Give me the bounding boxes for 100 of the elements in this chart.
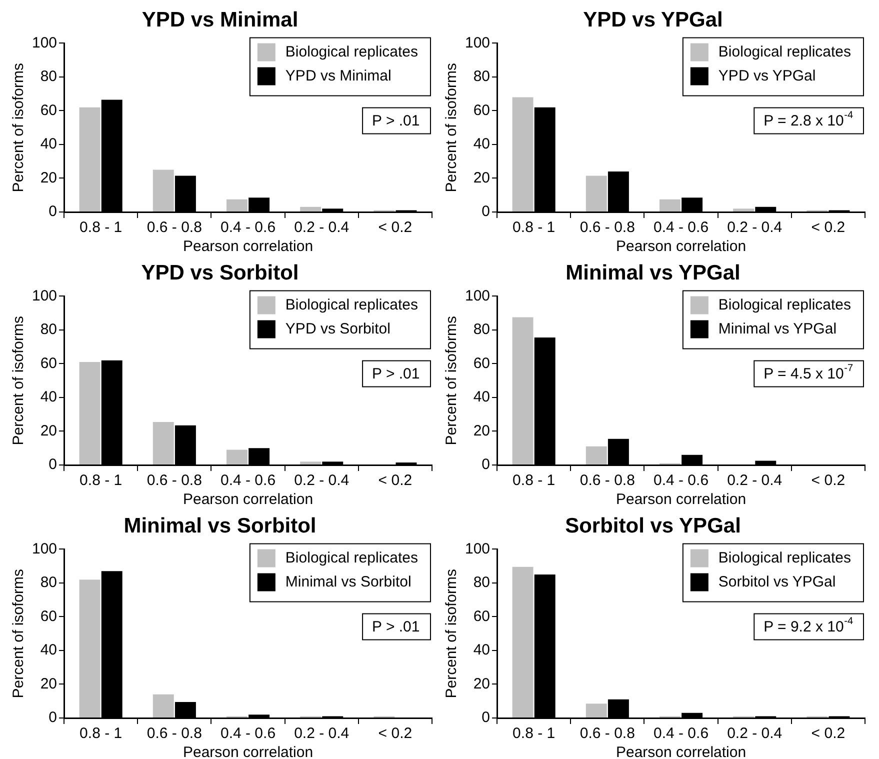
y-tick-label: 60 xyxy=(473,354,490,372)
y-tick-label: 60 xyxy=(473,608,490,625)
y-tick-label: 0 xyxy=(482,203,490,220)
y-tick-label: 40 xyxy=(40,642,58,659)
bar xyxy=(512,566,534,718)
x-axis-title: Pearson correlation xyxy=(182,744,314,759)
y-tick-label: 0 xyxy=(482,709,490,726)
x-axis-title: Pearson correlation xyxy=(182,238,314,256)
y-tick-label: 0 xyxy=(48,709,58,726)
y-tick-label: 60 xyxy=(473,102,490,119)
y-tick-label: 80 xyxy=(40,68,58,86)
y-tick-label: 100 xyxy=(464,34,490,52)
x-tick-label: < 0.2 xyxy=(811,725,846,742)
x-tick-label: 0.6 - 0.8 xyxy=(580,725,635,742)
y-tick-label: 20 xyxy=(473,169,490,186)
legend-label: Biological replicates xyxy=(718,549,852,566)
y-tick-label: 100 xyxy=(464,540,490,558)
x-axis-title: Pearson correlation xyxy=(616,238,746,256)
legend-label: Minimal vs YPGal xyxy=(718,320,837,338)
x-tick-label: 0.8 - 1 xyxy=(80,725,122,742)
annotation: P > .01 xyxy=(372,618,420,636)
x-tick-label: 0.6 - 0.8 xyxy=(146,725,202,742)
x-tick-label: < 0.2 xyxy=(811,219,846,236)
x-tick-label: 0.8 - 1 xyxy=(512,725,556,742)
x-tick-label: < 0.2 xyxy=(378,472,412,490)
bar xyxy=(586,704,607,718)
x-tick-label: 0.8 - 1 xyxy=(512,472,556,490)
legend-label: Sorbitol vs YPGal xyxy=(718,573,836,590)
annotation: P > .01 xyxy=(372,365,420,382)
x-tick-label: 0.6 - 0.8 xyxy=(146,219,202,236)
bar xyxy=(512,97,534,212)
x-tick-label: 0.2 - 0.4 xyxy=(727,472,782,490)
bar xyxy=(79,580,100,718)
x-tick-label: 0.2 - 0.4 xyxy=(294,219,350,236)
y-tick-label: 20 xyxy=(40,422,58,440)
bar xyxy=(300,206,322,212)
bar xyxy=(152,694,174,718)
legend-label: Minimal vs Sorbitol xyxy=(285,573,412,590)
y-tick-label: 60 xyxy=(40,608,58,625)
bar xyxy=(79,107,100,212)
y-tick-label: 60 xyxy=(40,354,58,372)
y-tick-label: 100 xyxy=(32,287,58,304)
x-tick-label: 0.4 - 0.6 xyxy=(653,725,709,742)
y-axis-title: Percent of isoforms xyxy=(10,568,28,698)
bar xyxy=(226,199,248,212)
y-tick-label: 100 xyxy=(464,287,490,304)
x-tick-label: < 0.2 xyxy=(378,725,412,742)
y-tick-label: 0 xyxy=(48,203,58,220)
x-tick-label: 0.4 - 0.6 xyxy=(653,219,709,236)
x-tick-label: 0.6 - 0.8 xyxy=(146,472,202,490)
chart-title: YPD vs Minimal xyxy=(142,8,298,32)
bar xyxy=(300,462,322,464)
annotation: P > .01 xyxy=(372,112,420,130)
legend-label: Biological replicates xyxy=(285,296,418,314)
x-axis-title: Pearson correlation xyxy=(616,491,746,508)
y-tick-label: 80 xyxy=(473,574,490,592)
y-tick-label: 80 xyxy=(473,321,490,338)
y-axis-title: Percent of isoforms xyxy=(443,316,460,446)
y-tick-label: 20 xyxy=(40,675,58,692)
y-axis-title: Percent of isoforms xyxy=(443,62,460,192)
bar xyxy=(586,176,607,212)
chart-title: YPD vs YPGal xyxy=(583,8,723,32)
y-tick-label: 80 xyxy=(40,574,58,592)
x-tick-label: 0.2 - 0.4 xyxy=(727,725,782,742)
y-tick-label: 80 xyxy=(40,321,58,338)
bar xyxy=(226,450,248,464)
x-tick-label: 0.6 - 0.8 xyxy=(580,472,635,490)
y-tick-label: 40 xyxy=(473,136,490,153)
x-tick-label: 0.4 - 0.6 xyxy=(653,472,709,490)
y-tick-label: 0 xyxy=(48,456,58,474)
legend-label: Biological replicates xyxy=(285,43,418,60)
y-tick-label: 40 xyxy=(40,136,58,153)
legend-label: Biological replicates xyxy=(718,43,852,60)
chart-title: Sorbitol vs YPGal xyxy=(565,514,741,538)
x-tick-label: 0.2 - 0.4 xyxy=(727,219,782,236)
x-tick-label: < 0.2 xyxy=(811,472,846,490)
x-tick-label: 0.4 - 0.6 xyxy=(220,219,276,236)
x-tick-label: 0.6 - 0.8 xyxy=(580,219,635,236)
y-tick-label: 60 xyxy=(40,102,58,119)
chart-title: Minimal vs Sorbitol xyxy=(124,514,316,538)
x-tick-label: < 0.2 xyxy=(378,219,412,236)
y-tick-label: 20 xyxy=(473,422,490,440)
bar xyxy=(152,422,174,464)
legend-label: YPD vs YPGal xyxy=(718,67,816,84)
chart-title: YPD vs Sorbitol xyxy=(141,261,299,284)
x-tick-label: 0.4 - 0.6 xyxy=(220,472,276,490)
legend-label: Biological replicates xyxy=(285,549,418,566)
y-axis-title: Percent of isoforms xyxy=(443,568,460,698)
y-tick-label: 80 xyxy=(473,68,490,86)
x-tick-label: 0.4 - 0.6 xyxy=(220,725,276,742)
x-axis-title: Pearson correlation xyxy=(616,744,746,759)
y-tick-label: 0 xyxy=(482,456,490,474)
legend-label: YPD vs Sorbitol xyxy=(285,320,390,338)
bar xyxy=(79,362,100,464)
y-axis-title: Percent of isoforms xyxy=(10,316,28,446)
bar xyxy=(152,170,174,212)
y-axis-title: Percent of isoforms xyxy=(10,62,28,192)
y-tick-label: 40 xyxy=(473,642,490,659)
bar xyxy=(586,446,607,464)
x-tick-label: 0.8 - 1 xyxy=(80,472,122,490)
